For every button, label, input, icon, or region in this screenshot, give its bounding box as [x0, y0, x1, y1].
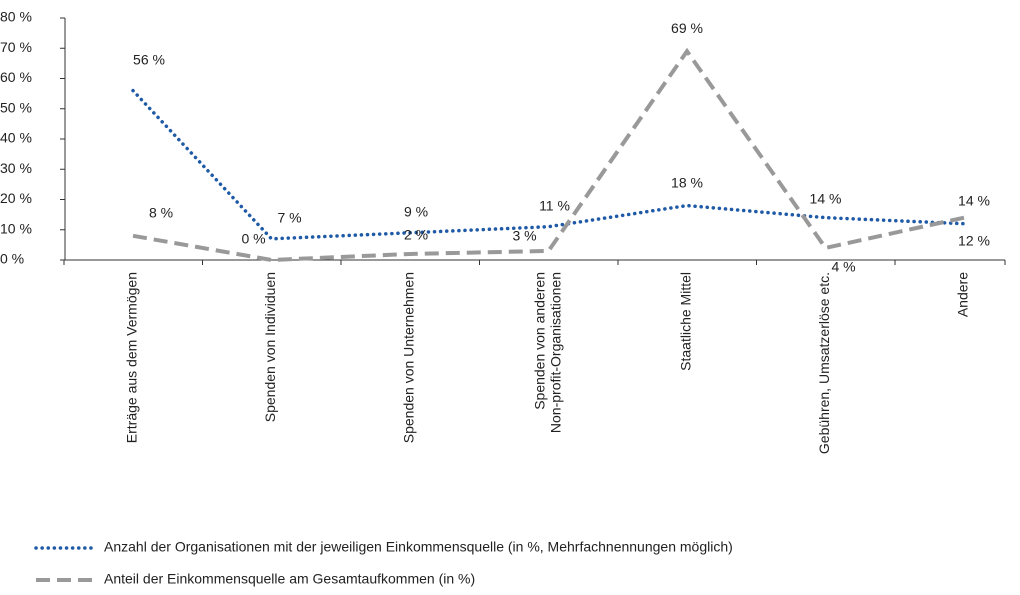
x-tick-label: Spenden von Unternehmen [401, 272, 417, 443]
data-label: 18 % [671, 174, 703, 190]
data-label: 11 % [539, 197, 570, 213]
x-tick-label: Gebühren, Umsatzerlöse etc. [816, 272, 832, 454]
data-label: 7 % [277, 210, 301, 226]
data-label: 56 % [133, 51, 165, 67]
data-label: 3 % [512, 228, 536, 244]
legend-label: Anteil der Einkommensquelle am Gesamtauf… [104, 571, 475, 587]
y-tick-label: 40 % [0, 130, 32, 146]
y-tick-label: 50 % [0, 99, 32, 115]
data-label: 9 % [404, 203, 428, 219]
x-tick-label: Staatliche Mittel [678, 272, 694, 371]
x-tick-label: Erträge aus dem Vermögen [124, 272, 140, 443]
y-tick-label: 20 % [0, 190, 32, 206]
data-label: 4 % [831, 259, 855, 275]
data-label: 2 % [404, 227, 428, 243]
data-label: 0 % [241, 231, 265, 247]
x-tick-label: Spenden von Individuen [262, 272, 278, 422]
x-tick-label: Andere [955, 272, 971, 317]
y-tick-label: 80 % [0, 9, 32, 25]
data-label: 14 % [810, 190, 842, 206]
y-tick-label: 30 % [0, 160, 32, 176]
data-label: 12 % [958, 232, 990, 248]
x-tick-label: Spenden von anderenNon-profit-Organisati… [531, 272, 563, 433]
y-tick-label: 60 % [0, 69, 32, 85]
series-line [132, 47, 965, 263]
y-tick-label: 70 % [0, 39, 32, 55]
data-label: 14 % [958, 192, 990, 208]
data-label: 69 % [671, 20, 703, 36]
y-tick-label: 0 % [0, 251, 24, 267]
legend-label: Anzahl der Organisationen mit der jeweil… [104, 539, 733, 555]
y-tick-label: 10 % [0, 220, 32, 236]
series-line [131, 88, 966, 241]
data-label: 8 % [149, 205, 173, 221]
